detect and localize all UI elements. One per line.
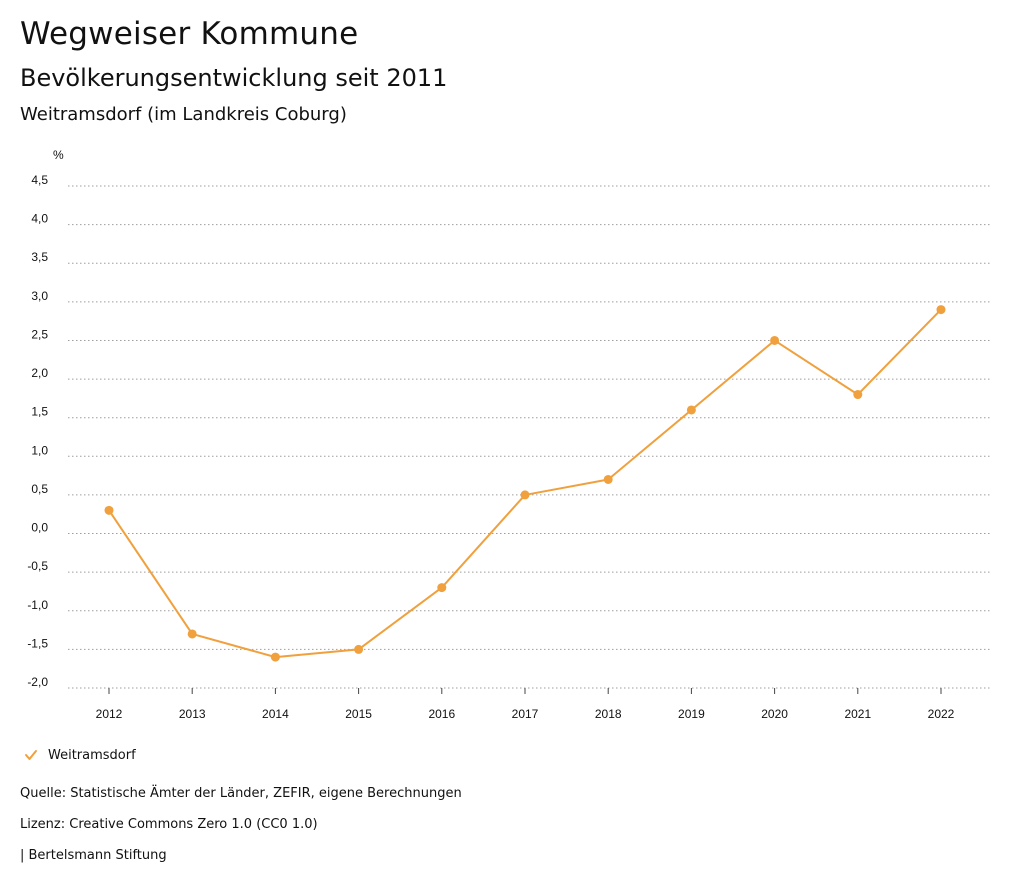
y-tick-label: -0,5 — [27, 559, 48, 573]
x-tick-label: 2021 — [844, 707, 871, 721]
x-tick-label: 2017 — [512, 707, 539, 721]
page-title: Wegweiser Kommune — [20, 16, 359, 52]
series-line-weitramsdorf — [108, 308, 942, 659]
data-point-2021[interactable] — [853, 390, 863, 400]
y-axis-unit-label: % — [53, 148, 64, 162]
chart-legend[interactable]: Weitramsdorf — [24, 745, 136, 765]
data-point-2016[interactable] — [437, 583, 447, 593]
data-point-2019[interactable] — [686, 405, 696, 415]
y-tick-label: 4,5 — [31, 173, 48, 187]
y-tick-label: 2,0 — [31, 366, 48, 380]
x-tick-label: 2014 — [262, 707, 289, 721]
y-tick-label: 2,5 — [31, 327, 48, 341]
data-point-2015[interactable] — [354, 644, 364, 654]
source-note: Quelle: Statistische Ämter der Länder, Z… — [20, 786, 462, 801]
x-tick-label: 2012 — [96, 707, 123, 721]
y-tick-label: 4,0 — [31, 212, 48, 226]
line-chart: % 4,5 4,0 3,5 3,0 2,5 2,0 1,5 1,0 0,5 0,0 -0,5 -1,0… — [27, 148, 990, 721]
x-tick-label: 2019 — [678, 707, 705, 721]
license-note: Lizenz: Creative Commons Zero 1.0 (CC0 1… — [20, 817, 318, 832]
data-point-2022[interactable] — [936, 305, 946, 315]
y-tick-label: 0,0 — [31, 521, 48, 535]
x-tick-label: 2022 — [928, 707, 955, 721]
region-label: Weitramsdorf (im Landkreis Coburg) — [20, 104, 347, 125]
data-point-2012[interactable] — [104, 505, 114, 515]
y-tick-label: -1,5 — [27, 636, 48, 650]
y-tick-label: 3,5 — [31, 250, 48, 264]
publisher-note: | Bertelsmann Stiftung — [20, 848, 167, 863]
legend-label: Weitramsdorf — [48, 747, 136, 763]
x-tick-label: 2018 — [595, 707, 622, 721]
x-tick-label: 2020 — [761, 707, 788, 721]
x-tick-label: 2016 — [428, 707, 455, 721]
data-point-2018[interactable] — [603, 474, 613, 484]
check-icon — [24, 748, 38, 762]
y-tick-label: -1,0 — [27, 598, 48, 612]
data-point-2013[interactable] — [187, 629, 197, 639]
x-tick-label: 2013 — [179, 707, 206, 721]
y-tick-label: 1,0 — [31, 443, 48, 457]
data-point-2020[interactable] — [770, 335, 780, 345]
y-tick-label: 1,5 — [31, 405, 48, 419]
y-tick-label: 3,0 — [31, 289, 48, 303]
y-tick-label: 0,5 — [31, 482, 48, 496]
chart-subtitle: Bevölkerungsentwicklung seit 2011 — [20, 64, 448, 92]
y-tick-label: -2,0 — [27, 675, 48, 689]
x-tick-label: 2015 — [345, 707, 372, 721]
data-point-2017[interactable] — [520, 490, 530, 500]
data-point-2014[interactable] — [270, 652, 280, 662]
